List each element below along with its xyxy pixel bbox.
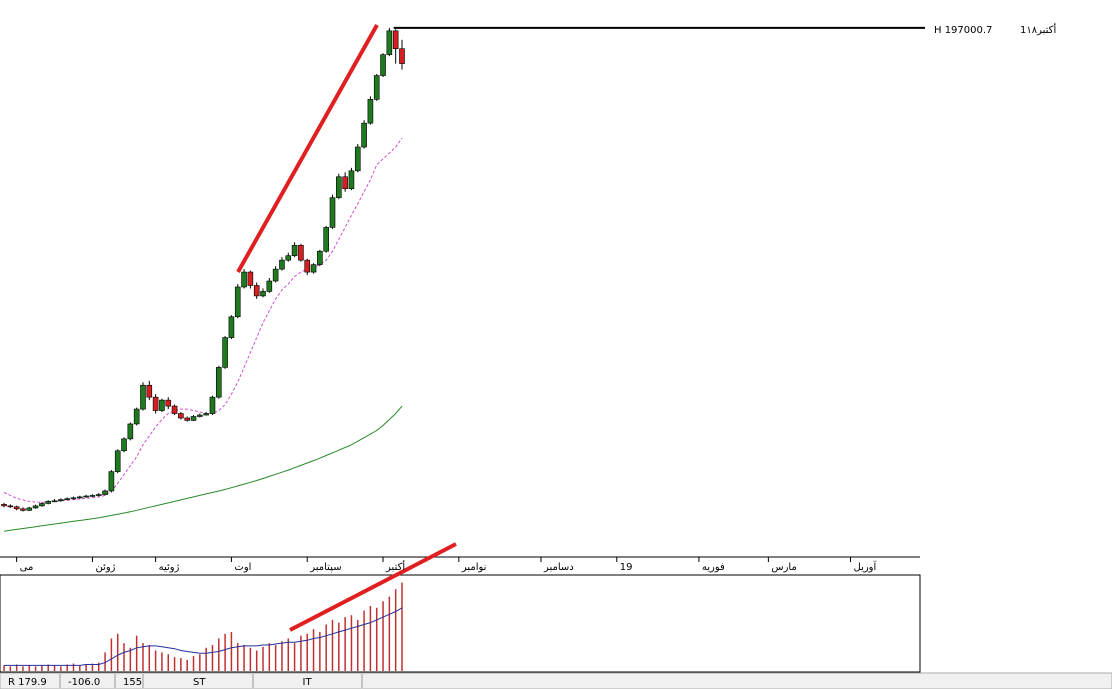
status-text: -106.0 [68,677,100,688]
candle-body [285,255,292,261]
candle-body [102,490,108,495]
candle-body [13,506,20,510]
moving-average [3,137,403,503]
candle-body [291,244,298,256]
candle-body [20,508,26,511]
candle-body [304,259,311,273]
candle-body [26,507,33,511]
candle-body [234,286,241,318]
status-text: R 179.9 [8,677,47,688]
status-text: 155 [123,677,142,688]
candle-body [184,417,190,421]
candle-body [140,384,146,410]
x-tick-label: نوامبر [461,562,487,573]
candle-body [146,384,153,398]
candle-body [39,503,45,507]
candle-body [58,499,64,502]
candle-body [279,259,285,270]
x-tick-label: مارس [771,562,796,573]
high-label: H 197000.7 [934,25,992,36]
candle-body [399,48,405,64]
candle-body [64,498,70,501]
x-tick-label: آوریل [854,560,878,573]
candle-body [247,271,254,286]
candle-body [228,316,235,338]
candle-body [7,505,14,508]
candle-body [310,264,317,273]
candle-body [317,250,323,265]
candle-body [380,54,386,76]
candle-body [329,197,336,228]
candle-body [83,495,89,498]
x-tick-label: ژوئن [95,562,115,573]
x-tick-label: مى [20,562,34,573]
trend-annotation [236,24,379,273]
candle-body [32,505,39,509]
candle-body [323,227,329,252]
x-tick-label: دسامبر [543,562,574,573]
candle-body [190,416,197,421]
candle-body [89,495,96,497]
candle-body [133,408,140,425]
status-text: ST [193,677,206,688]
candle-body [95,494,102,496]
candle-body [253,285,260,297]
candle-body [77,496,83,499]
x-tick-label: اوت [234,562,251,573]
high-date: 1أکتبر۱۸ [1020,23,1056,36]
candle-body [127,423,134,440]
candle-body [260,291,266,297]
candle-body [272,268,279,282]
candle-body [121,438,127,452]
volume-pane [0,574,921,673]
candle-body [373,75,380,100]
candle-body [197,414,203,417]
candle-body [392,30,399,50]
candle-body [1,504,7,507]
candle-body [354,146,361,172]
candle-body [215,367,222,398]
candle-body [222,337,228,368]
x-tick-label: سپتامبر [309,562,341,573]
status-text: IT [303,677,313,688]
candle-body [171,405,178,414]
candle-body [165,399,172,407]
candle-body [336,176,342,198]
candle-body [342,176,348,189]
candle-body [203,413,209,416]
candle-body [114,450,121,472]
candle-body [266,280,273,292]
candle-body [51,500,58,503]
candle-body [298,244,304,261]
x-tick-label: 19 [620,562,633,573]
x-tick-label: أکتبر [385,560,405,573]
x-tick-label: ژوئیه [159,562,180,573]
candle-body [348,170,355,189]
candle-body [108,471,115,492]
trend-annotation [289,542,457,632]
candle-body [178,413,184,419]
candle-body [152,396,159,411]
candle-body [45,501,52,504]
candle-body [241,271,247,288]
moving-average [3,405,403,532]
candle-body [367,99,374,124]
candle-body [159,399,165,411]
candle-body [386,30,393,55]
volume-average [4,607,403,666]
x-tick-label: فوریه [702,562,725,573]
candle-body [361,122,367,148]
candle-body [70,497,77,500]
status-bar [0,672,1112,689]
candle-body [209,396,216,414]
